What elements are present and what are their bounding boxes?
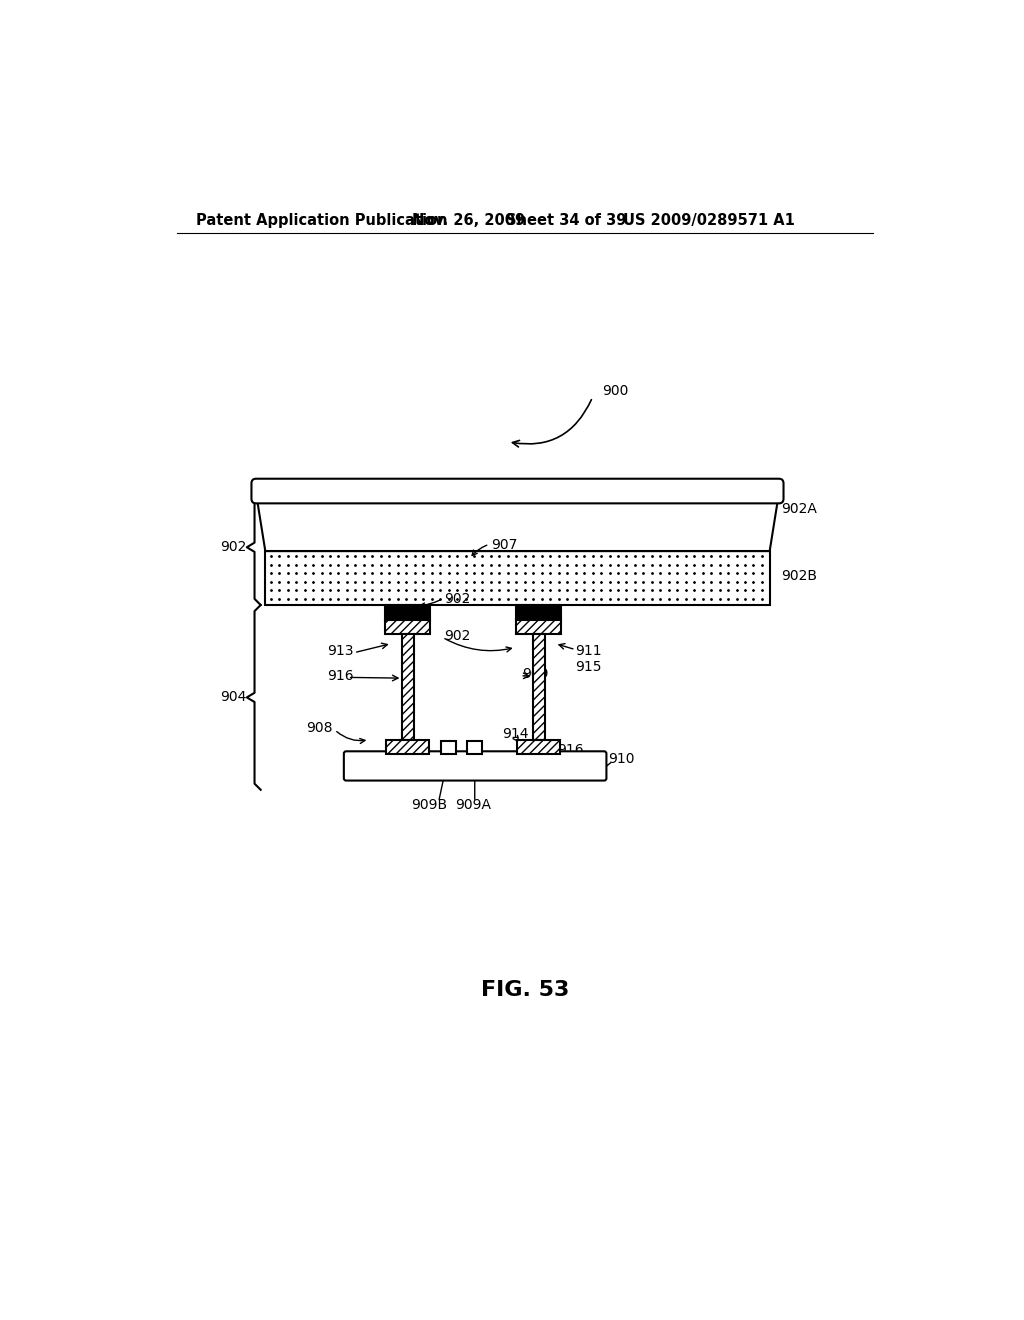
Text: 902A: 902A — [781, 502, 817, 516]
Text: 902: 902 — [444, 591, 470, 606]
Bar — [385, 620, 430, 635]
Bar — [532, 635, 545, 739]
Text: 910: 910 — [608, 752, 635, 766]
Text: US 2009/0289571 A1: US 2009/0289571 A1 — [624, 213, 796, 227]
Bar — [265, 552, 770, 605]
Text: 900: 900 — [602, 384, 628, 397]
Bar — [516, 620, 561, 635]
Bar — [386, 739, 429, 754]
Bar — [467, 742, 482, 754]
Text: Nov. 26, 2009: Nov. 26, 2009 — [412, 213, 524, 227]
Bar — [516, 605, 561, 620]
Text: FIG. 53: FIG. 53 — [480, 979, 569, 1001]
Text: 916: 916 — [557, 743, 584, 756]
Text: Sheet 34 of 39: Sheet 34 of 39 — [506, 213, 627, 227]
Bar — [385, 605, 430, 620]
Text: 902: 902 — [220, 540, 246, 554]
Text: 914: 914 — [502, 727, 528, 742]
Text: 907: 907 — [490, 539, 517, 552]
Text: 902B: 902B — [781, 569, 817, 582]
FancyBboxPatch shape — [344, 751, 606, 780]
FancyArrowPatch shape — [444, 639, 511, 652]
FancyBboxPatch shape — [252, 479, 783, 503]
Text: 904: 904 — [220, 690, 246, 705]
FancyArrowPatch shape — [512, 400, 592, 447]
Bar — [441, 742, 457, 754]
FancyArrowPatch shape — [337, 731, 365, 743]
Text: 902: 902 — [444, 628, 470, 643]
Text: 908: 908 — [306, 721, 333, 735]
Text: 909A: 909A — [456, 799, 492, 812]
Text: 909: 909 — [521, 668, 548, 681]
Text: 911: 911 — [575, 644, 602, 659]
Text: Patent Application Publication: Patent Application Publication — [196, 213, 447, 227]
Polygon shape — [256, 494, 779, 552]
Bar — [517, 739, 560, 754]
Text: 909B: 909B — [412, 799, 447, 812]
Text: 915: 915 — [575, 660, 602, 673]
Text: 913: 913 — [327, 644, 353, 659]
FancyArrowPatch shape — [472, 545, 486, 556]
FancyArrowPatch shape — [420, 601, 440, 609]
Bar — [401, 635, 414, 739]
Text: 916: 916 — [327, 669, 353, 682]
